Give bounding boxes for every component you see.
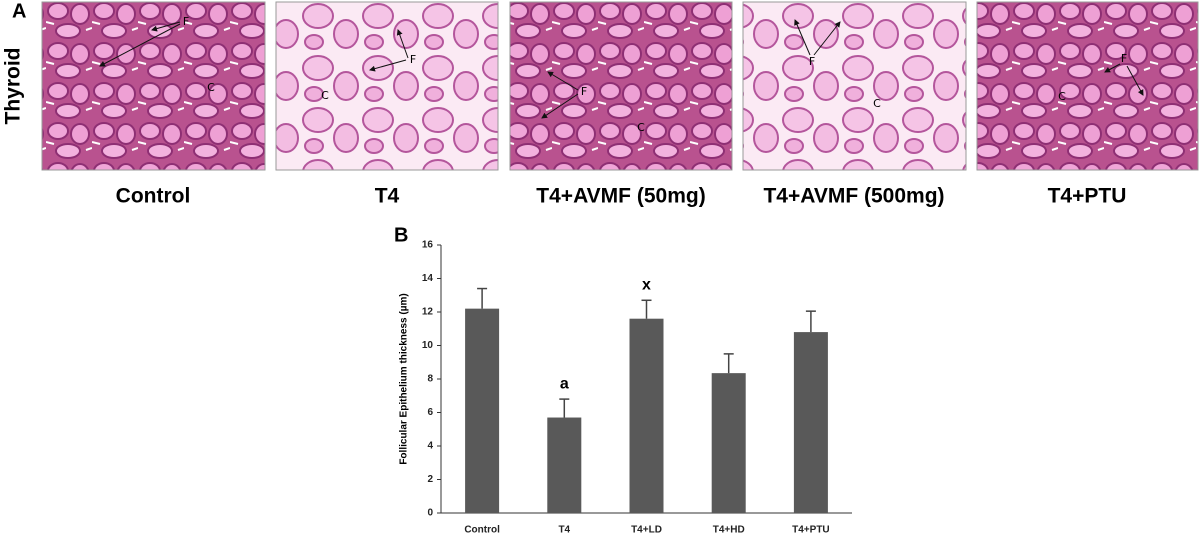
y-tick-label: 10 [422, 340, 434, 351]
y-tick-label: 0 [427, 508, 433, 519]
panel-caption: T4+AVMF (500mg) [763, 185, 944, 208]
y-tick-label: 8 [427, 374, 433, 385]
panel-letter: A [12, 0, 26, 22]
y-tick-label: 12 [422, 307, 434, 318]
colloid-label: C [207, 81, 215, 94]
colloid-label: C [1058, 90, 1066, 103]
y-tick-label: 16 [422, 240, 434, 251]
micrograph: F C [742, 1, 967, 171]
colloid-label: C [637, 121, 645, 134]
x-tick-label: Control [464, 525, 500, 536]
follicle-label: F [581, 85, 587, 98]
x-tick-label: T4+PTU [792, 525, 830, 536]
panel-caption: T4+PTU [1048, 185, 1127, 208]
micrograph: F C [509, 1, 733, 171]
colloid-label: C [873, 97, 881, 110]
y-axis-label: Follicular Epithelium thickness (µm) [399, 293, 410, 464]
significance-label: x [642, 276, 651, 293]
follicle-label: F [410, 53, 416, 66]
significance-label: a [560, 375, 569, 392]
bar [629, 318, 664, 513]
bar [793, 332, 828, 513]
y-tick-label: 14 [422, 273, 434, 284]
micrograph: F C [41, 1, 266, 171]
colloid-label: C [321, 89, 329, 102]
panel-letter: B [394, 224, 408, 246]
follicle-label: F [183, 15, 189, 28]
bar [465, 308, 500, 513]
follicle-label: F [809, 55, 815, 68]
x-tick-label: T4+HD [713, 525, 745, 536]
micrograph: F C [976, 1, 1199, 171]
bar [711, 373, 746, 513]
x-tick-label: T4+LD [631, 525, 662, 536]
panel-caption: T4 [375, 185, 400, 208]
y-tick-label: 4 [427, 441, 433, 452]
bar [547, 417, 582, 513]
row-label: Thyroid [2, 48, 25, 125]
follicle-label: F [1121, 52, 1127, 65]
y-tick-label: 6 [427, 407, 433, 418]
micrograph: F C [275, 1, 499, 171]
x-tick-label: T4 [558, 525, 570, 536]
y-tick-label: 2 [427, 474, 433, 485]
panel-caption: T4+AVMF (50mg) [536, 185, 705, 208]
panel-caption: Control [116, 185, 191, 208]
